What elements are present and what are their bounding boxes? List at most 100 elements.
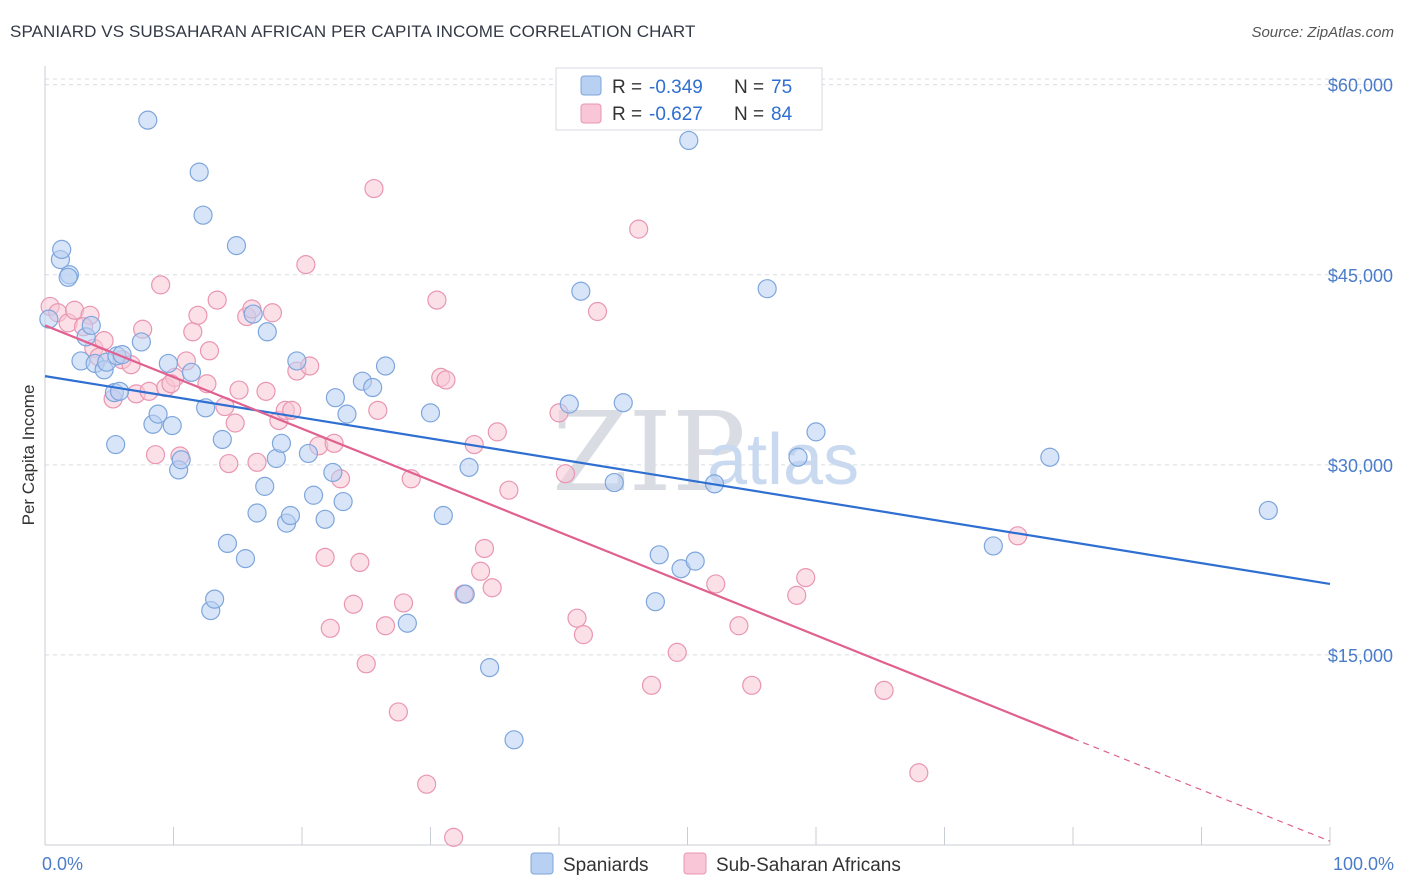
source-label: Source: ZipAtlas.com — [1251, 24, 1394, 41]
point-spaniards — [325, 388, 346, 408]
point-subsaharan — [787, 585, 807, 605]
point-spaniards — [604, 472, 624, 493]
point-subsaharan — [364, 178, 384, 199]
point-spaniards — [158, 353, 178, 374]
point-subsaharan — [388, 702, 408, 722]
point-subsaharan — [320, 618, 340, 638]
x-tick-label-min: 0.0% — [42, 854, 83, 874]
point-subsaharan — [587, 301, 608, 322]
point-spaniards — [337, 404, 357, 424]
point-subsaharan — [151, 275, 171, 295]
point-spaniards — [226, 236, 247, 256]
point-subsaharan — [315, 547, 335, 567]
legend-swatch-spaniards — [580, 75, 602, 96]
point-subsaharan — [368, 400, 388, 420]
point-spaniards — [459, 457, 479, 477]
point-spaniards — [109, 381, 130, 401]
point-spaniards — [559, 394, 579, 414]
point-spaniards — [1040, 447, 1060, 467]
point-spaniards — [257, 322, 277, 342]
point-subsaharan — [567, 608, 587, 628]
chart-title: SPANIARD VS SUBSAHARAN AFRICAN PER CAPIT… — [10, 22, 696, 41]
point-spaniards — [333, 491, 353, 512]
point-spaniards — [287, 351, 307, 371]
legend-r-label-2: R = — [612, 104, 642, 125]
point-spaniards — [420, 403, 441, 423]
point-subsaharan — [474, 538, 495, 559]
point-spaniards — [679, 130, 699, 151]
point-spaniards — [315, 509, 335, 529]
point-spaniards — [983, 536, 1003, 556]
point-spaniards — [303, 485, 324, 505]
point-subsaharan — [393, 593, 414, 613]
point-subsaharan — [444, 827, 464, 847]
point-spaniards — [106, 434, 126, 455]
point-subsaharan — [207, 290, 227, 310]
legend-bottom-swatch-subsaharan — [683, 852, 707, 875]
point-subsaharan — [796, 568, 816, 588]
point-spaniards — [212, 429, 232, 450]
legend-n-value-2: 84 — [771, 104, 793, 125]
point-spaniards — [298, 443, 319, 464]
point-subsaharan — [629, 219, 649, 239]
point-subsaharan — [356, 654, 376, 674]
y-tick-label: $60,000 — [1328, 76, 1393, 96]
legend-r-value-1: -0.349 — [649, 77, 703, 98]
point-subsaharan — [729, 616, 749, 636]
point-subsaharan — [183, 322, 203, 342]
point-spaniards — [162, 415, 182, 436]
point-subsaharan — [262, 303, 283, 323]
point-spaniards — [193, 205, 213, 225]
point-spaniards — [806, 422, 826, 442]
point-spaniards — [205, 589, 225, 609]
point-spaniards — [323, 462, 343, 483]
point-spaniards — [645, 592, 665, 612]
point-spaniards — [181, 362, 202, 382]
point-spaniards — [455, 584, 475, 604]
x-tick-label-max: 100.0% — [1333, 854, 1394, 874]
point-subsaharan — [161, 374, 181, 394]
point-subsaharan — [188, 305, 208, 325]
legend-top: R = -0.349 N = 75 R = -0.627 N = 84 — [555, 67, 823, 131]
point-subsaharan — [427, 290, 447, 310]
point-subsaharan — [641, 675, 662, 695]
point-spaniards — [685, 551, 705, 571]
y-tick-label: $45,000 — [1328, 266, 1393, 286]
point-subsaharan — [350, 552, 370, 573]
gridlines — [45, 78, 1392, 656]
point-spaniards — [81, 315, 101, 336]
y-tick-label: $15,000 — [1328, 646, 1393, 666]
point-spaniards — [788, 447, 808, 467]
legend-bottom-subsaharan: Sub-Saharan Africans — [716, 855, 901, 876]
point-subsaharan — [874, 680, 894, 701]
legend-swatch-subsaharan — [580, 103, 602, 124]
point-spaniards — [217, 533, 238, 554]
point-spaniards — [189, 162, 209, 182]
point-spaniards — [52, 239, 72, 260]
point-spaniards — [480, 657, 500, 678]
point-spaniards — [138, 110, 158, 130]
point-spaniards — [255, 476, 275, 496]
series-sub-saharan-points — [40, 178, 1028, 847]
point-subsaharan — [247, 452, 267, 472]
y-axis-label: Per Capita Income — [19, 385, 38, 526]
legend-r-value-2: -0.627 — [649, 104, 703, 125]
point-spaniards — [271, 433, 292, 453]
point-spaniards — [235, 549, 256, 569]
point-spaniards — [1258, 500, 1278, 521]
point-subsaharan — [225, 413, 245, 433]
legend-n-value-1: 75 — [771, 77, 792, 98]
point-subsaharan — [1008, 526, 1028, 546]
point-subsaharan — [573, 625, 594, 645]
point-spaniards — [39, 309, 59, 329]
point-spaniards — [363, 377, 383, 398]
point-spaniards — [397, 613, 417, 633]
legend-bottom: Spaniards Sub-Saharan Africans — [530, 852, 901, 876]
point-subsaharan — [487, 422, 507, 442]
point-spaniards — [148, 404, 168, 424]
point-subsaharan — [343, 594, 363, 614]
point-spaniards — [433, 505, 453, 526]
point-spaniards — [375, 356, 396, 376]
point-subsaharan — [436, 370, 456, 390]
